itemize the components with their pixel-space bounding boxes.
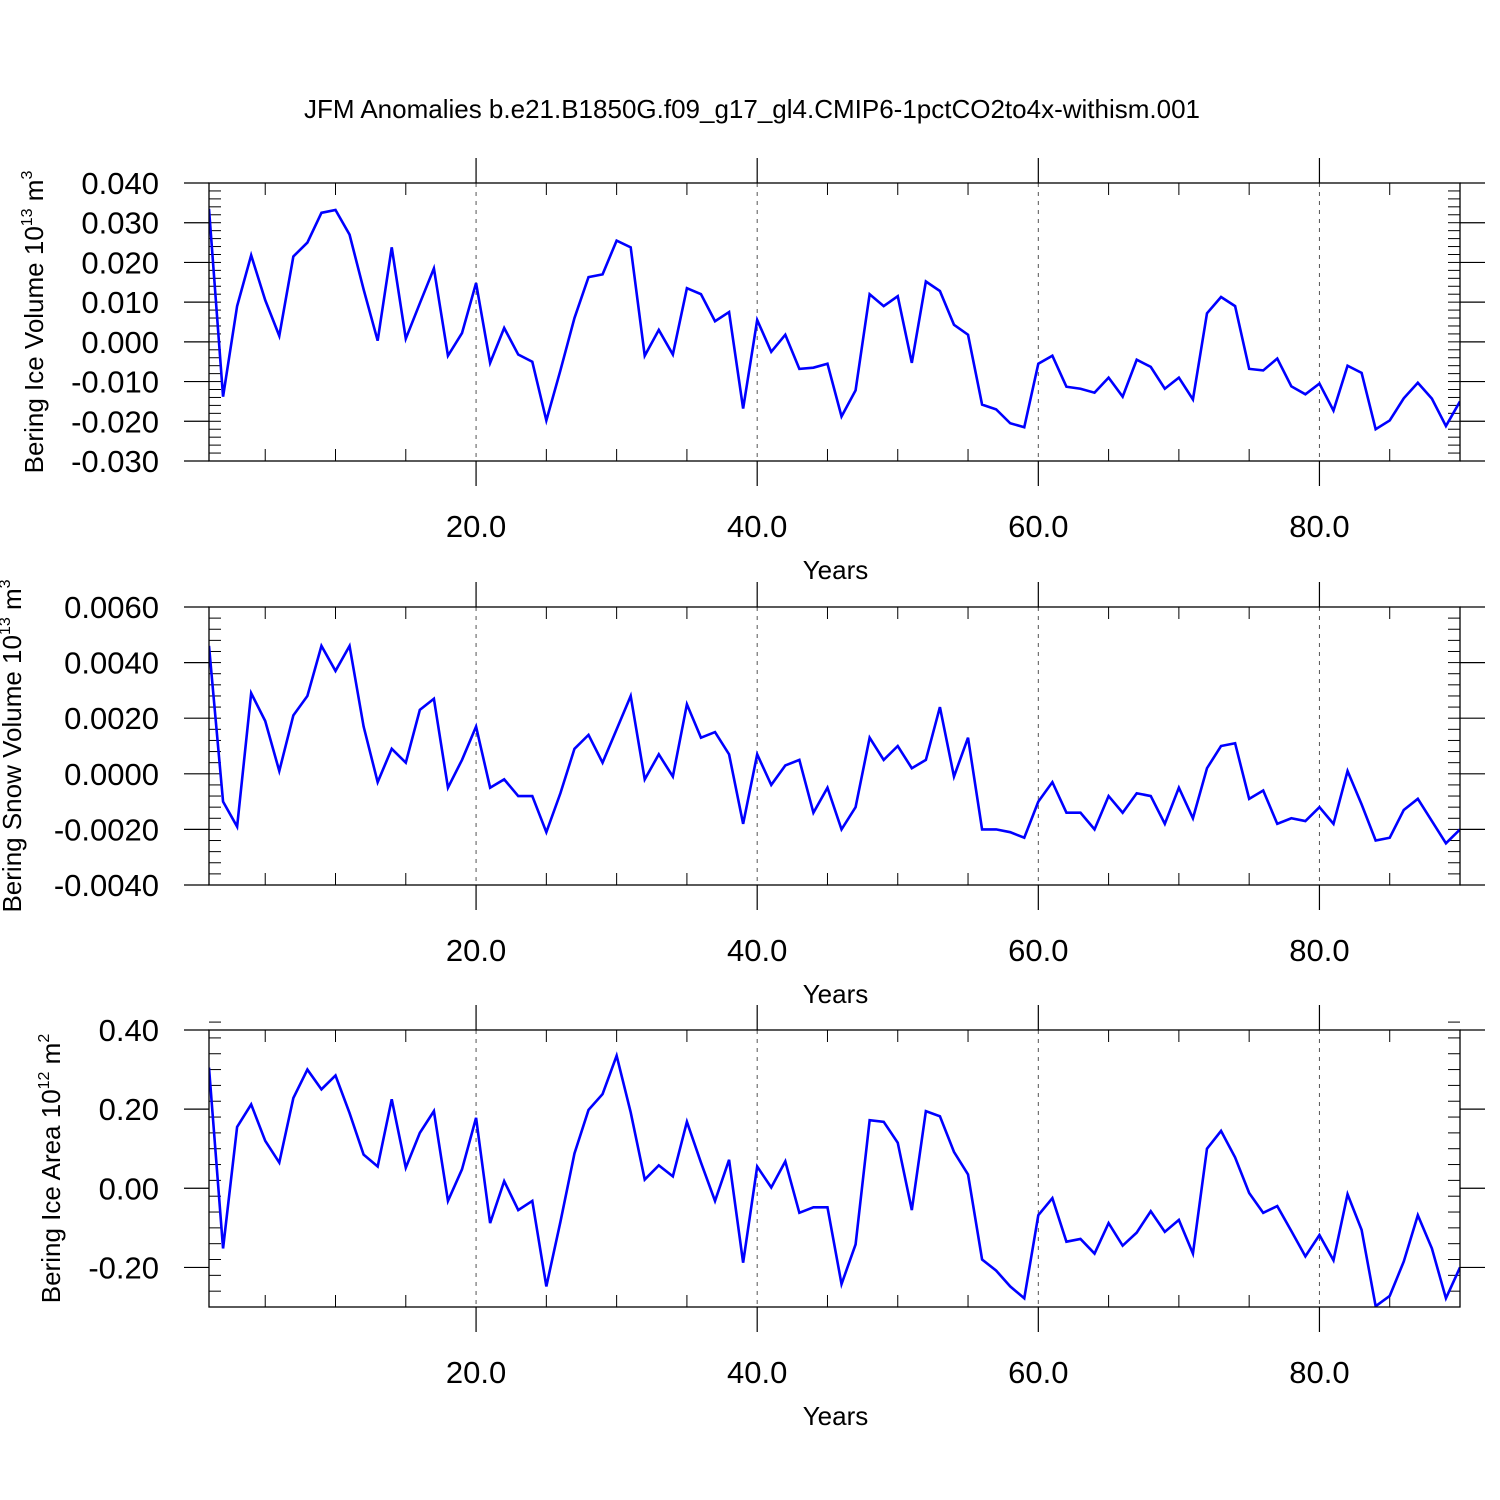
plot-frame xyxy=(208,1029,1461,1308)
x-tick-label: 60.0 xyxy=(1008,933,1068,968)
figure-title: JFM Anomalies b.e21.B1850G.f09_g17_gl4.C… xyxy=(304,94,1200,124)
y-tick-label: 0.20 xyxy=(99,1092,159,1127)
y-tick-label: 0.0060 xyxy=(64,590,159,625)
x-tick-label: 80.0 xyxy=(1289,1355,1349,1390)
plot-frame xyxy=(208,606,1461,886)
x-tick-label: 20.0 xyxy=(446,509,506,544)
series-line xyxy=(209,208,1460,432)
y-tick-label: -0.0040 xyxy=(54,868,159,903)
y-tick-label: -0.030 xyxy=(71,444,159,479)
x-tick-label: 40.0 xyxy=(727,933,787,968)
y-tick-label: -0.20 xyxy=(88,1250,159,1285)
x-tick-label: 80.0 xyxy=(1289,933,1349,968)
x-tick-label: 40.0 xyxy=(727,1355,787,1390)
y-tick-label: -0.020 xyxy=(71,404,159,439)
series-line xyxy=(209,1051,1460,1307)
y-tick-label: 0.0020 xyxy=(64,701,159,736)
y-axis-label: Bering Ice Area 1012 m2 xyxy=(36,1034,66,1304)
y-tick-label: 0.0000 xyxy=(64,757,159,792)
y-tick-label: -0.0020 xyxy=(54,812,159,847)
x-tick-label: 20.0 xyxy=(446,933,506,968)
y-tick-label: 0.000 xyxy=(81,325,159,360)
y-axis-label: Bering Ice Volume 1013 m3 xyxy=(19,171,49,474)
y-tick-label: 0.00 xyxy=(99,1171,159,1206)
y-tick-label: 0.030 xyxy=(81,206,159,241)
y-tick-label: 0.040 xyxy=(81,166,159,201)
x-axis-label: Years xyxy=(803,979,869,1009)
x-tick-label: 40.0 xyxy=(727,509,787,544)
y-tick-label: 0.0040 xyxy=(64,646,159,681)
plot-frame xyxy=(208,182,1461,462)
y-tick-label: 0.020 xyxy=(81,245,159,280)
y-axis-label: Bering Snow Volume 1013 m3 xyxy=(0,579,27,912)
y-tick-label: 0.010 xyxy=(81,285,159,320)
series-line xyxy=(209,642,1460,846)
x-tick-label: 80.0 xyxy=(1289,509,1349,544)
x-tick-label: 60.0 xyxy=(1008,509,1068,544)
y-tick-label: -0.010 xyxy=(71,365,159,400)
panel-2: 0.0060 0.0040 0.0020 0.0000 -0.0020 -0.0040 20… xyxy=(0,579,1485,1009)
panel-1: 0.040 0.030 0.020 0.010 0.000 -0.010 -0.020 -0.… xyxy=(19,158,1485,585)
y-tick-label: 0.40 xyxy=(99,1013,159,1048)
x-tick-label: 60.0 xyxy=(1008,1355,1068,1390)
x-tick-label: 20.0 xyxy=(446,1355,506,1390)
panel-3: 0.40 0.20 0.00 -0.20 20.0 40.0 60.0 80.0 Years Be… xyxy=(36,1005,1485,1431)
x-axis-label: Years xyxy=(803,555,869,585)
x-axis-label: Years xyxy=(803,1401,869,1431)
